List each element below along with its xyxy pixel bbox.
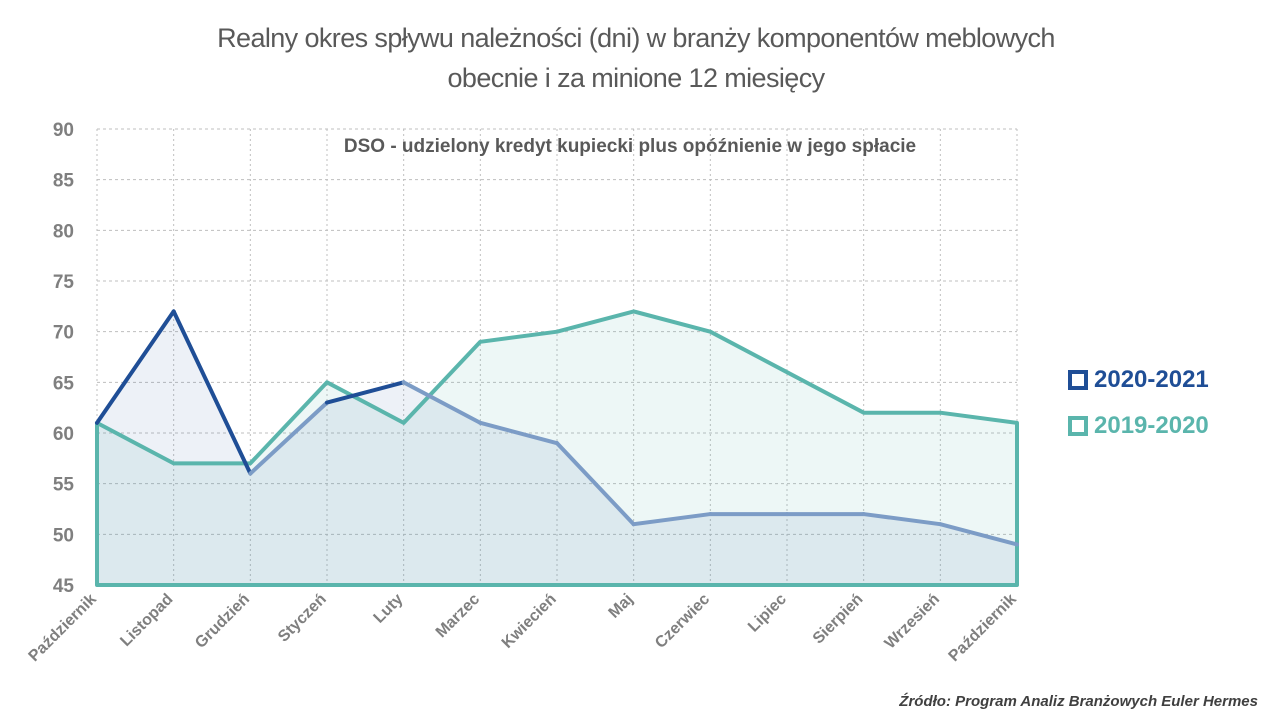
legend-swatch-2019-2020	[1068, 416, 1088, 436]
chart-annotation: DSO - udzielony kredyt kupiecki plus opó…	[344, 136, 916, 157]
x-tick-label: Lipiec	[745, 591, 790, 636]
line-2020-2021-segment	[95, 309, 176, 425]
y-tick-label: 80	[53, 221, 74, 242]
legend-item-2020-2021: 2020-2021	[1068, 366, 1209, 394]
y-tick-label: 70	[53, 323, 74, 344]
x-tick-label: Luty	[371, 591, 407, 627]
line-2020-2021-segment	[325, 380, 406, 405]
x-tick-label: Listopad	[117, 591, 176, 650]
line-2020-2021-segment	[401, 380, 483, 425]
source-note: Źródło: Program Analiz Branżowych Euler …	[899, 693, 1258, 710]
line-2020-2021-segment	[555, 441, 636, 527]
x-tick-label: Maj	[606, 591, 637, 622]
y-tick-label: 55	[53, 475, 75, 496]
line-2020-2021-segment	[478, 420, 559, 446]
chart-title-line-1: Realny okres spływu należności (dni) w b…	[217, 23, 1055, 53]
line-2019-2020	[95, 309, 1019, 587]
x-tick-label: Czerwiec	[652, 591, 713, 652]
line-2020-2021-segment	[171, 309, 253, 476]
area-2019-2020	[97, 311, 1017, 585]
line-2020-2021-segment	[631, 512, 713, 527]
x-tick-label: Marzec	[433, 591, 483, 641]
legend-item-2019-2020: 2019-2020	[1068, 412, 1209, 440]
chart-title-line-2: obecnie i za minione 12 miesięcy	[447, 63, 825, 93]
series-lines	[95, 309, 1019, 587]
gridlines	[96, 128, 1018, 585]
y-tick-label: 45	[53, 576, 75, 597]
y-tick-label: 90	[53, 120, 74, 141]
y-tick-label: 50	[53, 525, 74, 546]
area-2020-2021	[97, 311, 1017, 585]
x-tick-label: Styczeń	[275, 591, 330, 646]
line-2020-2021-segment	[248, 400, 329, 476]
area-fills	[97, 311, 1017, 585]
y-tick-label: 60	[53, 424, 74, 445]
y-tick-label: 85	[53, 171, 75, 192]
chart-title: Realny okres spływu należności (dni) w b…	[0, 18, 1272, 98]
x-tick-label: Grudzień	[192, 591, 253, 652]
y-tick-label: 75	[53, 272, 75, 293]
x-tick-label: Sierpień	[810, 591, 867, 648]
x-tick-label: Październik	[946, 591, 1020, 665]
x-tick-label: Kwiecień	[499, 591, 560, 652]
y-tick-label: 65	[53, 373, 75, 394]
x-tick-label: Październik	[26, 591, 100, 665]
legend-label-2019-2020: 2019-2020	[1094, 412, 1209, 439]
line-2020-2021-segment	[861, 512, 943, 527]
legend-label-2020-2021: 2020-2021	[1094, 366, 1209, 393]
x-tick-label: Wrzesień	[882, 591, 943, 652]
line-2020-2021-segment	[938, 522, 1019, 547]
legend-swatch-2020-2021	[1068, 370, 1088, 390]
